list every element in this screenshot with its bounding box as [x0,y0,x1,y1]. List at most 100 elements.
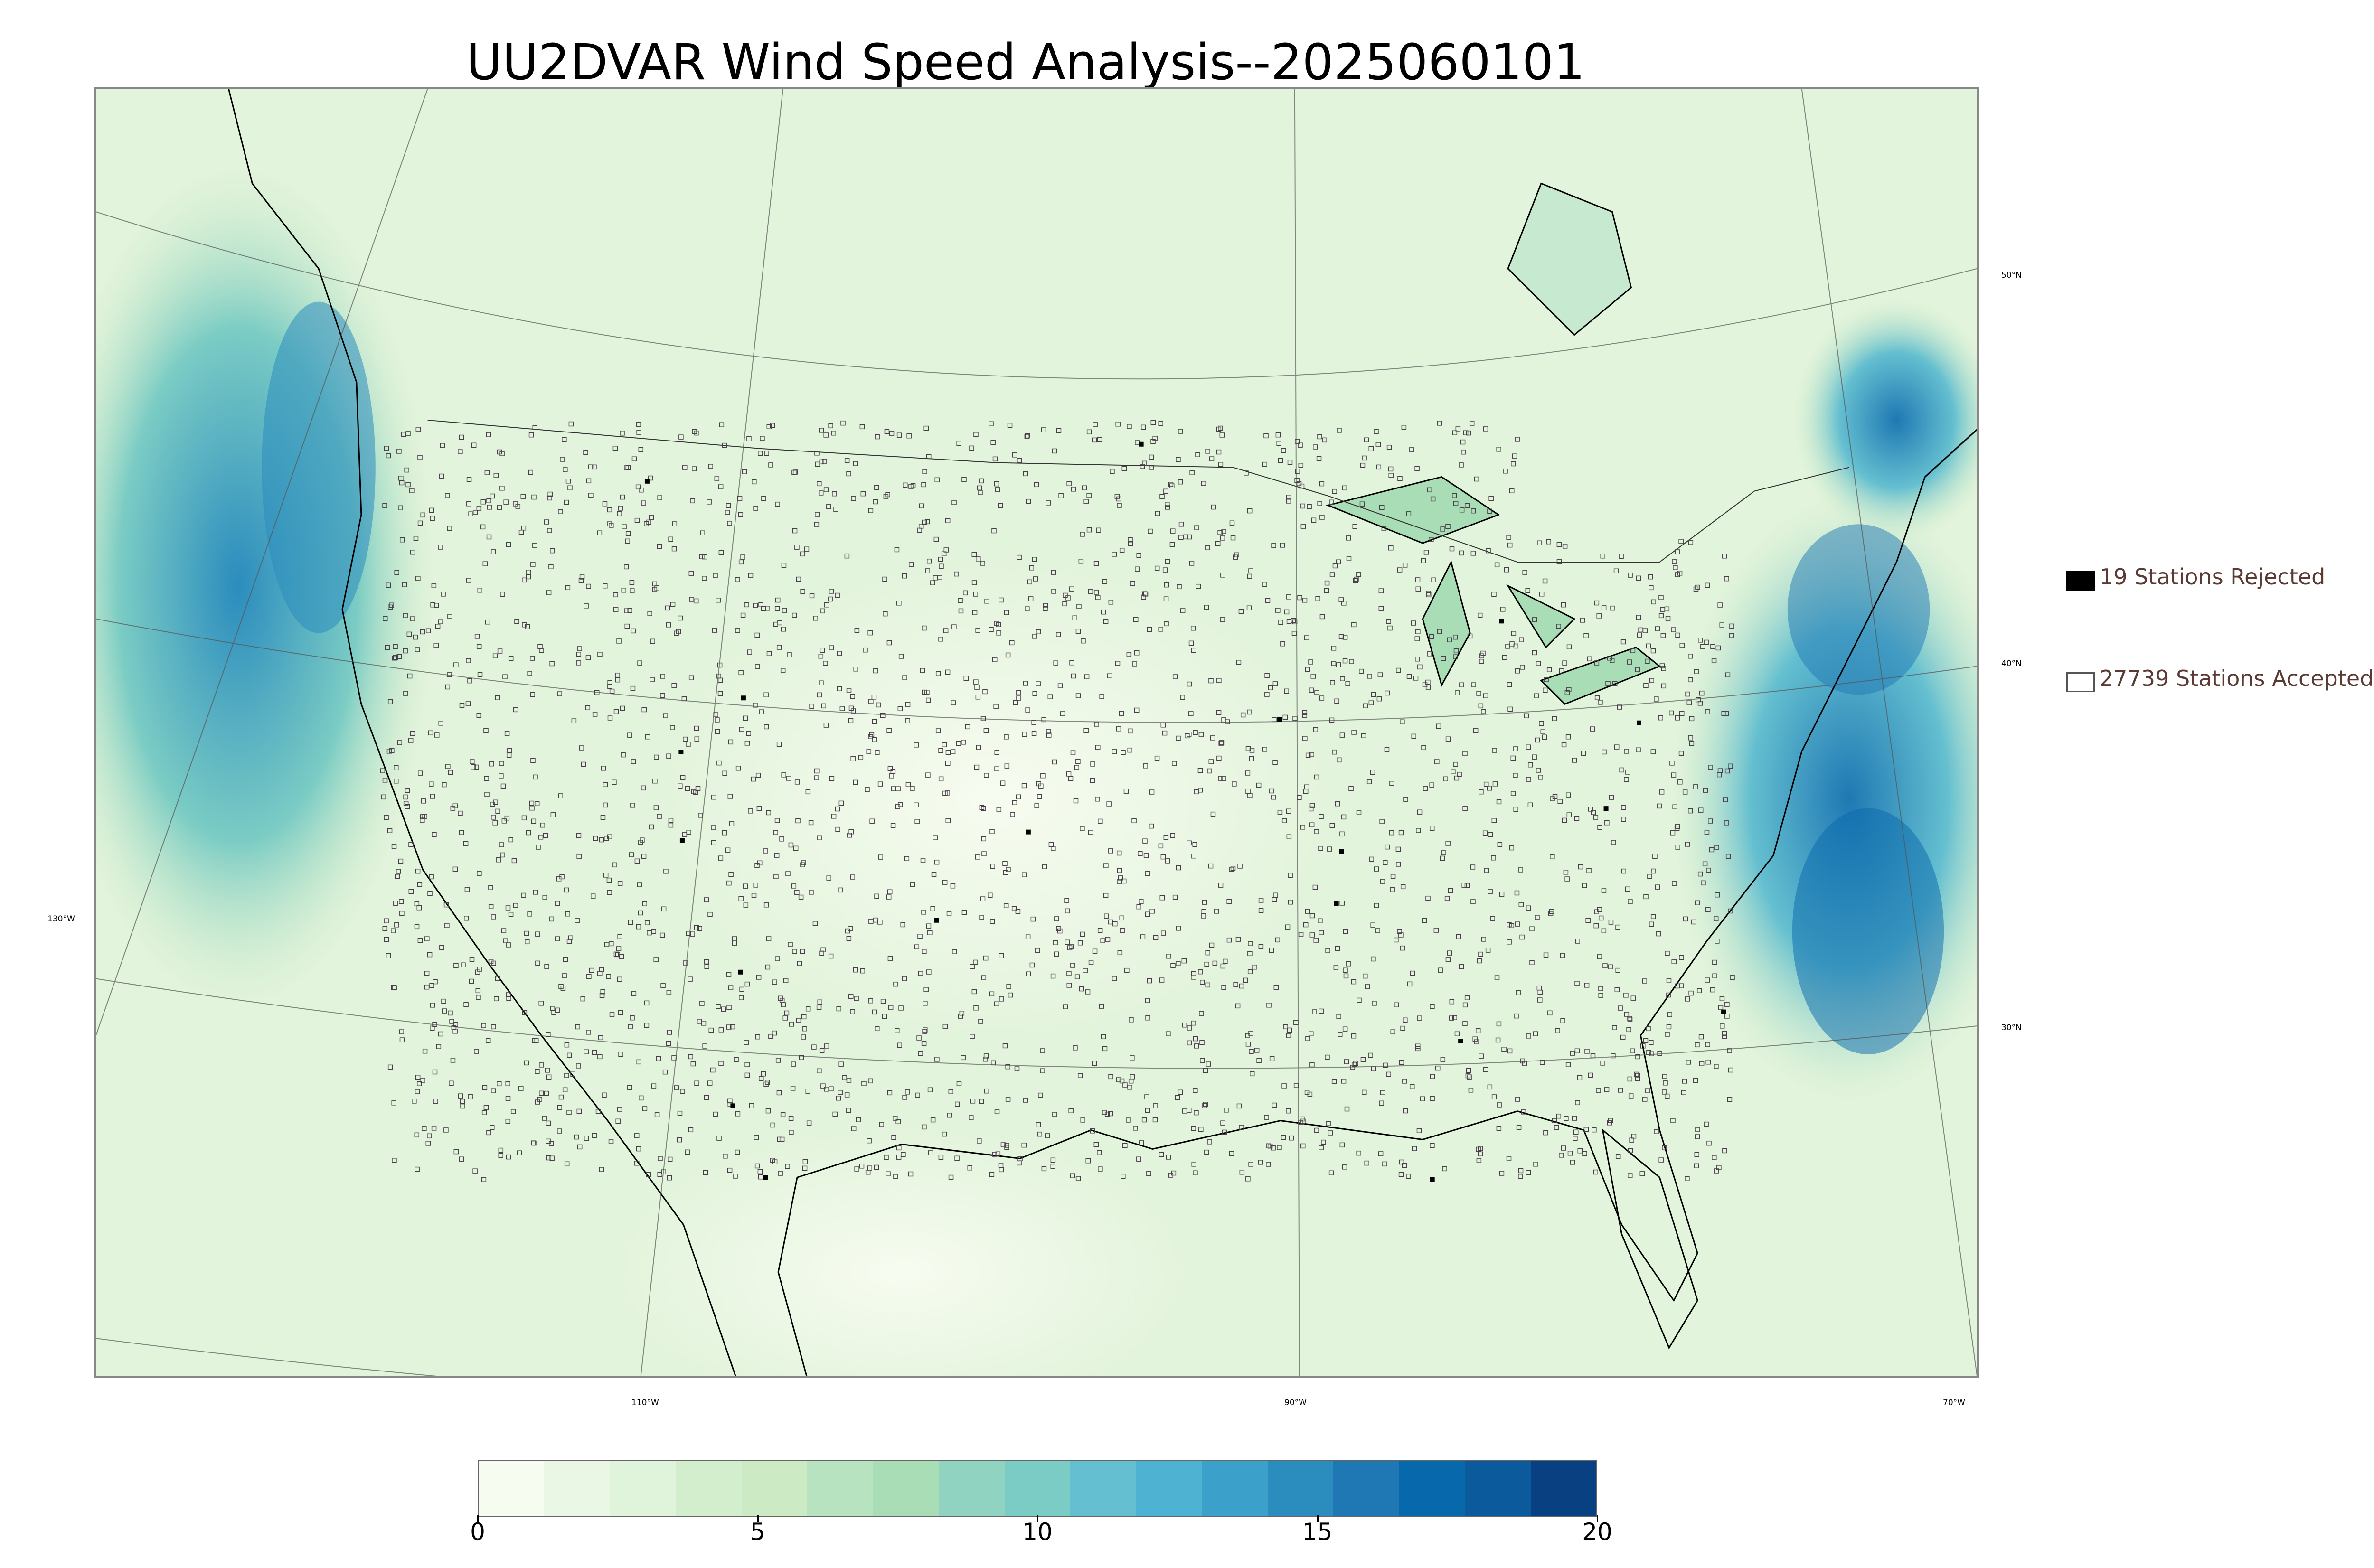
accepted-station-marker [1649,921,1654,927]
accepted-station-marker [818,654,824,659]
accepted-station-marker [1200,1058,1205,1063]
accepted-station-marker [772,1030,777,1036]
accepted-station-marker [657,814,662,819]
accepted-station-marker [508,911,514,917]
accepted-station-marker [495,808,500,814]
accepted-station-marker [1626,1027,1631,1033]
accepted-station-marker [948,1174,954,1180]
accepted-station-marker [1449,1015,1454,1021]
accepted-station-marker [1017,1156,1023,1161]
accepted-station-marker [631,759,636,764]
accepted-station-marker [934,1057,940,1062]
accepted-station-marker [476,713,482,718]
wind-speed-map[interactable] [94,87,1979,1378]
accepted-station-marker [521,525,527,531]
accepted-station-marker [901,1152,906,1157]
accepted-station-marker [1075,693,1081,698]
accepted-station-marker [1400,884,1406,890]
accepted-station-marker [1139,899,1144,904]
accepted-station-marker [1337,1032,1343,1037]
accepted-station-marker [1713,916,1719,921]
accepted-station-marker [1430,1074,1435,1079]
accepted-station-marker [994,621,999,626]
accepted-station-marker [671,546,677,552]
accepted-station-marker [1429,537,1434,542]
accepted-station-marker [1344,1059,1349,1064]
accepted-station-marker [818,490,824,496]
accepted-station-marker [1189,561,1195,566]
accepted-station-marker [415,868,421,874]
accepted-station-marker [602,501,608,507]
accepted-station-marker [1580,618,1585,623]
accepted-station-marker [994,1001,999,1006]
accepted-station-marker [1488,832,1493,837]
accepted-station-marker [1402,1163,1407,1168]
accepted-station-marker [1507,542,1513,548]
accepted-station-marker [781,627,786,632]
accepted-station-marker [868,998,873,1004]
accepted-station-marker [609,523,614,528]
accepted-station-marker [990,440,996,445]
accepted-station-marker [1298,1120,1303,1125]
accepted-station-marker [1180,608,1186,613]
accepted-station-marker [1437,421,1442,426]
accepted-station-marker [592,712,598,717]
accepted-station-marker [1176,865,1181,871]
accepted-station-marker [1459,507,1465,513]
accepted-station-marker [1555,1028,1560,1033]
accepted-station-marker [1240,712,1246,718]
accepted-station-marker [1281,448,1286,453]
rejected-station-marker [679,838,685,843]
accepted-station-marker [1717,602,1723,608]
accepted-station-marker [800,551,805,557]
accepted-station-marker [1176,735,1181,741]
accepted-station-marker [1621,868,1626,874]
accepted-station-marker [1325,1054,1330,1060]
accepted-station-marker [526,830,531,836]
accepted-station-marker [836,1096,841,1101]
accepted-station-marker [1515,668,1520,674]
accepted-station-marker [1535,915,1540,920]
accepted-station-marker [920,858,926,863]
accepted-station-marker [1422,682,1428,687]
accepted-station-marker [945,669,951,675]
accepted-station-marker [505,905,511,911]
accepted-station-marker [668,536,673,542]
accepted-station-marker [570,1071,575,1077]
accepted-station-marker [1172,894,1178,900]
accepted-station-marker [970,964,975,969]
accepted-station-marker [432,1069,438,1075]
accepted-station-marker [1698,638,1703,643]
accepted-station-marker [820,1083,826,1089]
accepted-station-marker [476,644,482,649]
accepted-station-marker [476,506,482,511]
accepted-station-marker [391,844,397,849]
accepted-station-marker [433,603,439,608]
accepted-station-marker [1570,1160,1575,1165]
accepted-station-marker [1513,746,1518,751]
accepted-station-marker [1702,861,1708,867]
accepted-station-marker [410,616,415,621]
accepted-station-marker [1056,632,1061,637]
accepted-station-marker [1371,956,1376,962]
accepted-station-marker [543,833,548,838]
accepted-station-marker [564,1042,570,1048]
accepted-station-marker [1103,863,1109,868]
accepted-station-marker [1625,886,1630,892]
accepted-station-marker [1406,1174,1411,1179]
accepted-station-marker [1226,937,1232,943]
accepted-station-marker [575,918,580,923]
accepted-station-marker [1615,1154,1621,1159]
accepted-station-marker [1295,469,1300,474]
accepted-station-marker [1602,749,1607,755]
accepted-station-marker [902,573,907,579]
accepted-station-marker [1715,892,1720,898]
accepted-station-marker [1488,889,1493,894]
accepted-station-marker [991,1060,996,1066]
accepted-station-marker [436,1044,442,1049]
accepted-station-marker [727,794,733,799]
accepted-station-marker [1074,974,1080,979]
accepted-station-marker [652,778,658,784]
accepted-station-marker [1117,503,1122,508]
accepted-station-marker [778,1171,783,1176]
